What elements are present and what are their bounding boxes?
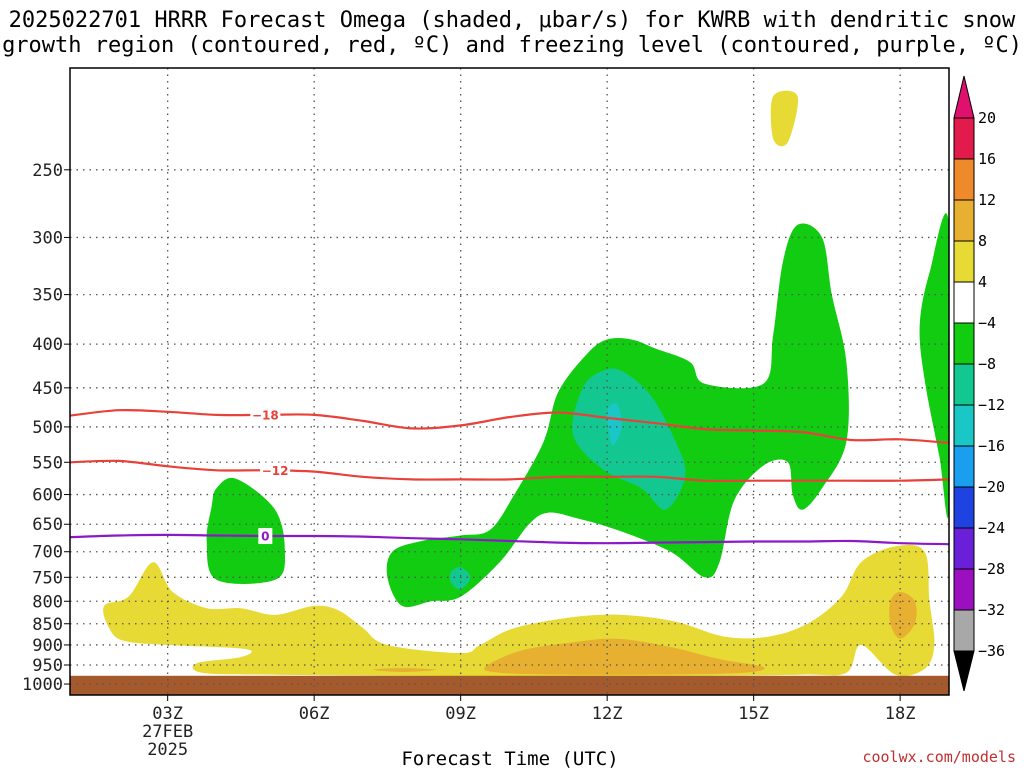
- x-tick-label-3: 03Z: [152, 704, 183, 724]
- omega-shade-region-0: [770, 90, 799, 147]
- x-tick-sublabel-3-1: 2025: [147, 740, 188, 760]
- y-tick-label-350: 350: [32, 286, 63, 306]
- omega-shade-region-5: [449, 567, 471, 590]
- colorbar-swatch-7: [953, 404, 975, 447]
- ground-below-surface: [70, 675, 949, 695]
- colorbar-bottom-arrow: [953, 650, 975, 692]
- y-tick-label-600: 600: [32, 486, 63, 506]
- plot-area: −18 −12 0: [70, 68, 949, 695]
- colorbar-label-2: 12: [978, 191, 996, 209]
- y-tick-label-250: 250: [32, 161, 63, 181]
- y-tick-label-650: 650: [32, 515, 63, 535]
- colorbar-label-12: −32: [978, 601, 1005, 619]
- temperature-contours: −18 −12 0: [70, 406, 949, 546]
- chart-title-line-1: 2025022701 HRRR Forecast Omega (shaded, …: [8, 8, 1016, 33]
- colorbar-swatch-4: [953, 281, 975, 324]
- y-tick-label-450: 450: [32, 379, 63, 399]
- omega-shade-region-7: [103, 544, 935, 677]
- x-tick-label-15: 15Z: [738, 704, 769, 724]
- x-axis-label: Forecast Time (UTC): [401, 748, 618, 768]
- colorbar-label-10: −24: [978, 519, 1005, 537]
- chart-title-line-2: growth region (contoured, red, ºC) and f…: [2, 33, 1022, 58]
- y-tick-label-1000: 1000: [22, 675, 63, 695]
- colorbar-label-0: 20: [978, 109, 996, 127]
- contour-label-2: 0: [261, 530, 269, 544]
- y-tick-label-700: 700: [32, 543, 63, 563]
- colorbar-label-13: −36: [978, 642, 1005, 660]
- colorbar-swatch-11: [953, 568, 975, 611]
- omega-shade-region-10: [889, 591, 917, 639]
- source-credit[interactable]: coolwx.com/models: [862, 748, 1016, 766]
- omega-shade-region-9: [372, 668, 437, 672]
- contour-line-0: [70, 408, 949, 444]
- colorbar-label-5: −4: [978, 314, 996, 332]
- gridlines: [70, 68, 949, 695]
- contour-line-2: [70, 533, 949, 546]
- omega-shade-region-1: [206, 477, 285, 585]
- x-tick-label-6: 06Z: [299, 704, 330, 724]
- colorbar-swatch-9: [953, 486, 975, 529]
- colorbar-swatch-12: [953, 609, 975, 652]
- y-tick-label-850: 850: [32, 615, 63, 635]
- colorbar-label-8: −16: [978, 437, 1005, 455]
- y-tick-label-400: 400: [32, 335, 63, 355]
- y-tick-label-300: 300: [32, 228, 63, 248]
- omega-shade-region-8: [484, 638, 765, 675]
- colorbar-swatch-0: [953, 117, 975, 160]
- colorbar: 20 16 12 8 4 −4 −8 −12 −16 −20 −24 −28 −32 −36: [953, 75, 1005, 692]
- x-tick-label-12: 12Z: [592, 704, 623, 724]
- contour-label-0: −18: [252, 408, 279, 422]
- contour-label-bg-0: [250, 406, 281, 423]
- colorbar-label-3: 8: [978, 232, 987, 250]
- colorbar-label-6: −8: [978, 355, 996, 373]
- y-tick-label-900: 900: [32, 636, 63, 656]
- pressure-axis: 2503003504004505005506006507007508008509…: [22, 161, 70, 695]
- x-tick-label-9: 09Z: [445, 704, 476, 724]
- omega-shade-region-4: [572, 368, 686, 510]
- colorbar-label-7: −12: [978, 396, 1005, 414]
- colorbar-swatch-1: [953, 158, 975, 201]
- y-tick-label-950: 950: [32, 656, 63, 676]
- colorbar-top-arrow: [953, 75, 975, 119]
- contour-label-bg-2: [258, 528, 273, 545]
- colorbar-swatch-8: [953, 445, 975, 488]
- y-tick-label-800: 800: [32, 592, 63, 612]
- y-tick-label-550: 550: [32, 453, 63, 473]
- contour-label-1: −12: [262, 464, 289, 478]
- colorbar-label-11: −28: [978, 560, 1005, 578]
- x-tick-label-18: 18Z: [885, 704, 916, 724]
- colorbar-label-9: −20: [978, 478, 1005, 496]
- contour-line-1: [70, 459, 949, 483]
- colorbar-swatch-6: [953, 363, 975, 406]
- y-tick-label-750: 750: [32, 568, 63, 588]
- colorbar-label-4: 4: [978, 273, 987, 291]
- omega-shade-region-6: [607, 403, 622, 446]
- colorbar-swatch-3: [953, 240, 975, 283]
- contour-label-bg-1: [260, 462, 291, 479]
- plot-frame: [69, 67, 950, 696]
- colorbar-swatch-10: [953, 527, 975, 570]
- colorbar-swatch-5: [953, 322, 975, 365]
- x-tick-sublabel-3-0: 27FEB: [142, 722, 193, 742]
- colorbar-label-1: 16: [978, 150, 996, 168]
- y-tick-label-500: 500: [32, 418, 63, 438]
- ground-layer: [70, 675, 949, 695]
- colorbar-swatch-2: [953, 199, 975, 242]
